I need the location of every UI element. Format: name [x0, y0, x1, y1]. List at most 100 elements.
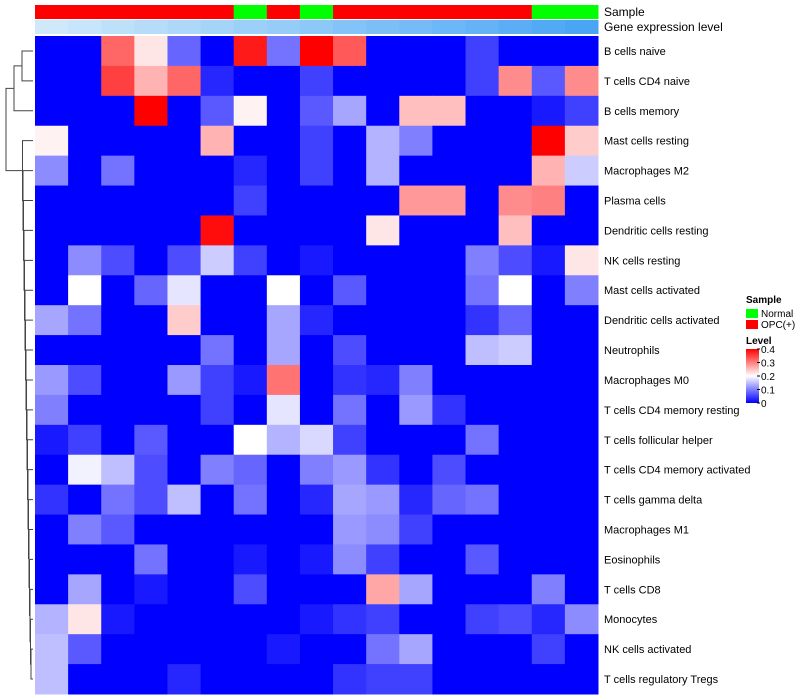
- heatmap-cell: [432, 544, 467, 575]
- row-label: Macrophages M0: [604, 375, 689, 387]
- heatmap-cell: [35, 125, 69, 157]
- heatmap-cell: [68, 424, 102, 456]
- heatmap-cell: [498, 484, 533, 516]
- heatmap-cell: [299, 305, 334, 336]
- heatmap-cell: [432, 664, 467, 695]
- heatmap-cell: [134, 275, 168, 306]
- heatmap-cell: [399, 604, 433, 635]
- heatmap-cell: [498, 335, 533, 366]
- heatmap-cell: [366, 394, 400, 426]
- legend-level-tick-label: 0.4: [761, 345, 775, 356]
- heatmap-cell: [35, 574, 69, 605]
- heatmap-cell: [299, 185, 334, 216]
- sample-annotation-cell: [101, 5, 135, 19]
- heatmap-cell: [299, 454, 334, 486]
- dendrogram-branch: [13, 65, 33, 112]
- heatmap-cell: [101, 574, 135, 605]
- heatmap-cell: [432, 424, 467, 456]
- heatmap-cell: [35, 36, 69, 67]
- heatmap-cell: [366, 155, 400, 187]
- heatmap-cell: [465, 65, 500, 97]
- heatmap-cell: [465, 574, 500, 605]
- heatmap-cell: [200, 544, 235, 575]
- heatmap-cell: [35, 365, 69, 396]
- legend-level-tick-label: 0.2: [761, 372, 775, 383]
- heatmap-cell: [564, 125, 599, 157]
- sample-annotation-cell: [68, 5, 102, 19]
- heatmap-cell: [531, 544, 566, 575]
- heatmap-cell: [399, 65, 433, 97]
- heatmap-cell: [266, 305, 301, 336]
- legend-level-tick-label: 0.3: [761, 359, 775, 370]
- heatmap-cell: [266, 275, 301, 306]
- sample-annotation-cell: [134, 5, 168, 19]
- heatmap-cell: [498, 664, 533, 695]
- heatmap-cell: [134, 335, 168, 366]
- heatmap-cell: [432, 275, 467, 306]
- heatmap-cell: [167, 664, 202, 695]
- heatmap-cell: [299, 95, 334, 127]
- heatmap-cell: [366, 245, 400, 276]
- heatmap-cell: [200, 664, 235, 695]
- heatmap-cell: [200, 424, 235, 456]
- heatmap-cell: [233, 275, 268, 306]
- heatmap-cell: [233, 185, 268, 216]
- heatmap-cell: [200, 634, 235, 665]
- heatmap-cell: [134, 604, 168, 635]
- heatmap-cell: [134, 125, 168, 157]
- heatmap-cell: [134, 185, 168, 216]
- heatmap-cell: [233, 215, 268, 246]
- heatmap-cell: [333, 514, 367, 545]
- heatmap-cell: [333, 484, 367, 516]
- heatmap-cell: [399, 36, 433, 67]
- heatmap-cell: [200, 335, 235, 366]
- heatmap-cell: [432, 335, 467, 366]
- annotation-label-level: Gene expression level: [604, 20, 723, 34]
- heatmap-cell: [233, 484, 268, 516]
- heatmap-cell: [266, 664, 301, 695]
- sample-annotation-cell: [35, 5, 69, 19]
- heatmap-cell: [68, 544, 102, 575]
- legend-swatch-opc: [746, 320, 758, 329]
- heatmap-cell: [200, 275, 235, 306]
- heatmap-cell: [333, 245, 367, 276]
- row-label: Monocytes: [604, 614, 658, 626]
- level-annotation-cell: [465, 20, 500, 34]
- heatmap-cell: [531, 454, 566, 486]
- heatmap-cell: [366, 65, 400, 97]
- heatmap-cell: [465, 634, 500, 665]
- heatmap-cell: [233, 305, 268, 336]
- heatmap-cell: [498, 155, 533, 187]
- heatmap-cell: [432, 65, 467, 97]
- heatmap-cell: [68, 365, 102, 396]
- row-label: Neutrophils: [604, 345, 660, 357]
- sample-annotation-cell: [564, 5, 599, 19]
- heatmap-cell: [266, 65, 301, 97]
- heatmap-cell: [68, 514, 102, 545]
- dendrogram-branch: [29, 588, 33, 643]
- heatmap-cell: [266, 335, 301, 366]
- heatmap-cell: [564, 305, 599, 336]
- row-label: B cells naive: [604, 46, 666, 58]
- row-label: T cells gamma delta: [604, 495, 703, 507]
- heatmap-cell: [498, 95, 533, 127]
- heatmap-cell: [465, 215, 500, 246]
- heatmap-cell: [366, 664, 400, 695]
- heatmap-cell: [101, 544, 135, 575]
- heatmap-cell: [399, 185, 433, 216]
- heatmap-cell: [333, 544, 367, 575]
- heatmap-cell: [233, 365, 268, 396]
- heatmap-cell: [333, 185, 367, 216]
- row-label: T cells follicular helper: [604, 435, 713, 447]
- heatmap-cell: [564, 36, 599, 67]
- heatmap-cell: [564, 245, 599, 276]
- level-annotation-cell: [134, 20, 168, 34]
- heatmap-cell: [333, 215, 367, 246]
- heatmap-cells: [35, 36, 599, 695]
- heatmap-cell: [134, 394, 168, 426]
- heatmap-cell: [233, 544, 268, 575]
- heatmap-cell: [465, 514, 500, 545]
- heatmap-cell: [167, 155, 202, 187]
- heatmap-cell: [167, 185, 202, 216]
